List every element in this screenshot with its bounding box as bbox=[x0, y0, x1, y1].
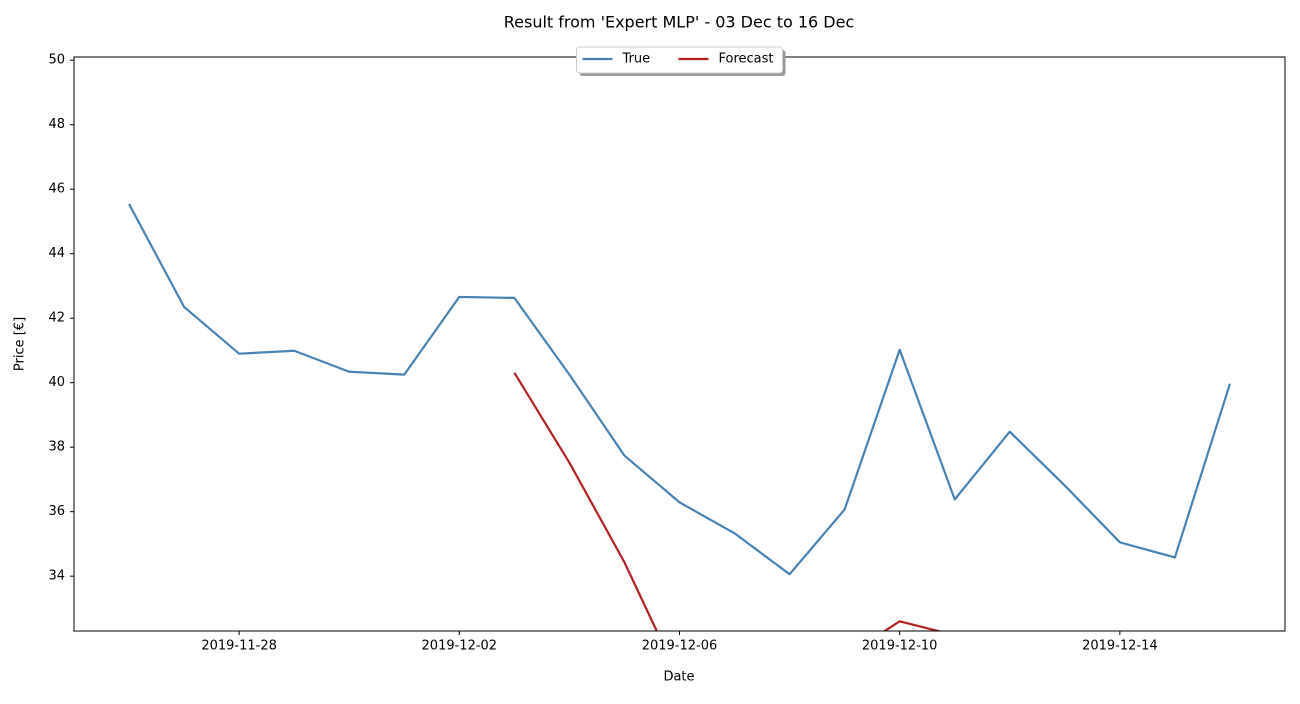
axes-frame bbox=[73, 56, 1286, 632]
y-tick-label: 36 bbox=[48, 504, 65, 519]
legend-label: Forecast bbox=[719, 52, 774, 67]
x-tick-label: 2019-12-06 bbox=[642, 639, 718, 654]
y-tick-label: 46 bbox=[48, 182, 65, 197]
data-line bbox=[128, 203, 1231, 576]
x-tick-label: 2019-12-14 bbox=[1082, 639, 1158, 654]
legend-label: True bbox=[622, 52, 651, 67]
y-tick-label: 50 bbox=[48, 53, 65, 68]
y-tick-label: 34 bbox=[48, 569, 65, 584]
chart-title: Result from 'Expert MLP' - 03 Dec to 16 … bbox=[504, 13, 855, 32]
x-tick-label: 2019-11-28 bbox=[201, 639, 277, 654]
y-tick-label: 44 bbox=[48, 246, 65, 261]
plot-area bbox=[128, 203, 1231, 631]
x-axis-label: Date bbox=[663, 670, 694, 685]
y-tick-label: 42 bbox=[48, 311, 65, 326]
y-tick-label: 38 bbox=[48, 440, 65, 455]
x-tick-label: 2019-12-10 bbox=[862, 639, 938, 654]
y-tick-label: 40 bbox=[48, 375, 65, 390]
y-axis-label: Price [€] bbox=[13, 317, 28, 371]
y-tick-label: 48 bbox=[48, 117, 65, 132]
legend: True Forecast bbox=[576, 46, 786, 76]
x-tick-label: 2019-12-02 bbox=[422, 639, 498, 654]
data-line bbox=[513, 372, 943, 631]
